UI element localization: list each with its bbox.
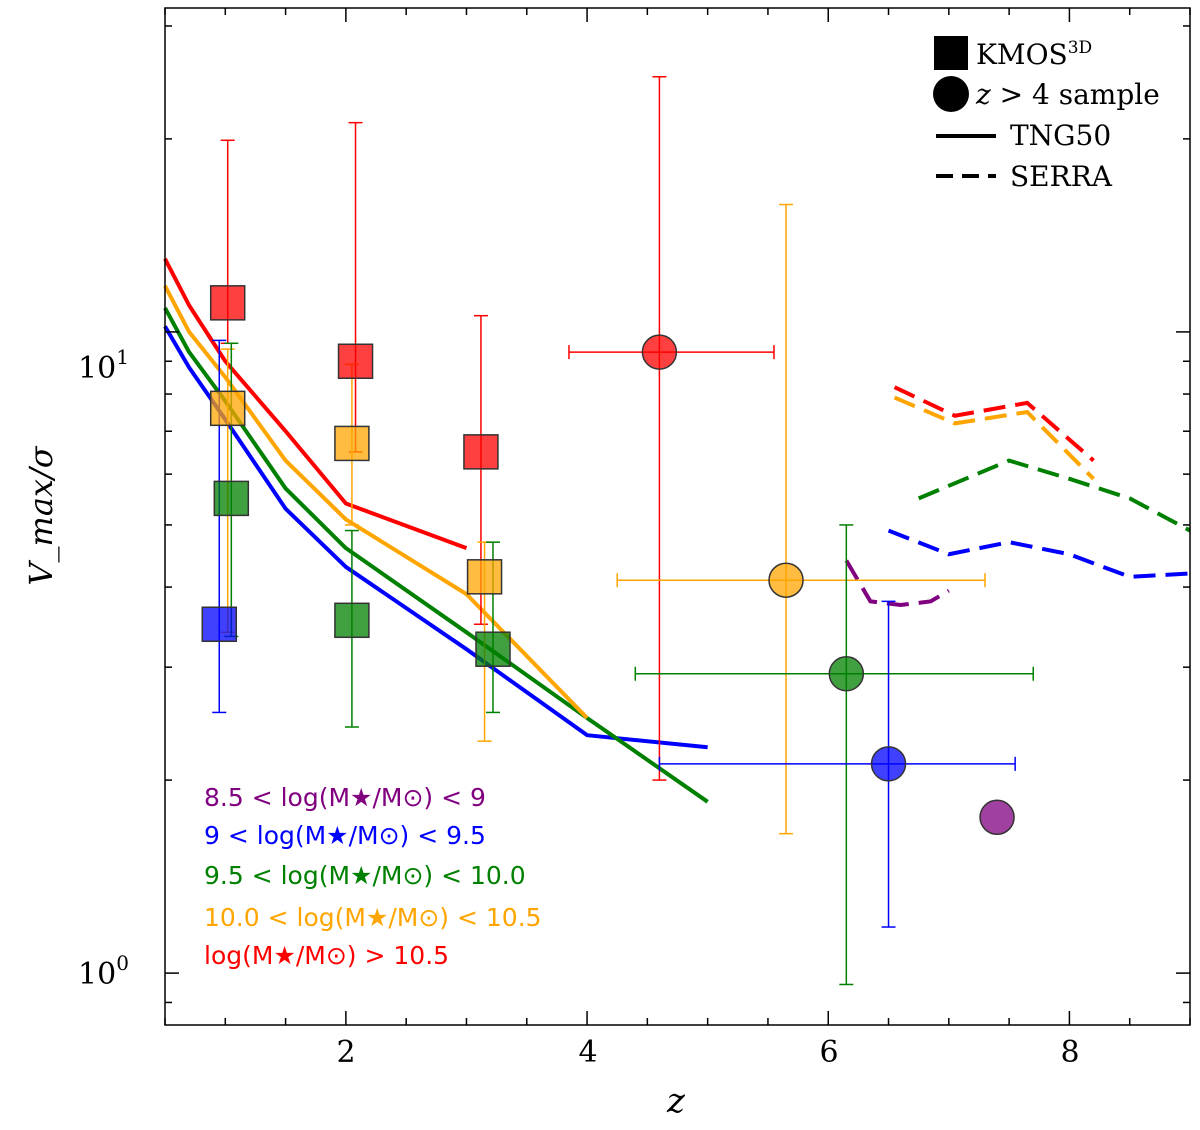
tng50-line-m3 bbox=[163, 306, 709, 804]
kmos3d-point-m4 bbox=[334, 425, 370, 462]
legend-highz-var: z bbox=[975, 78, 991, 111]
highz-point-m1 bbox=[979, 799, 1015, 836]
legend-kmos-text: KMOS bbox=[976, 38, 1068, 71]
legend-kmos-marker bbox=[934, 36, 968, 70]
mass-bin-label-m5: log(M★/M⊙) > 10.5 bbox=[204, 941, 449, 970]
x-tick-label-4: 4 bbox=[578, 1035, 597, 1070]
serra-line-m5 bbox=[893, 385, 1095, 463]
serra-line-m2 bbox=[887, 528, 1191, 579]
legend-kmos-superscript: 3D bbox=[1068, 38, 1092, 58]
kmos3d-point-m4 bbox=[209, 390, 246, 427]
tng50-line-m5 bbox=[163, 257, 468, 551]
highz-point-m2 bbox=[870, 746, 907, 782]
x-tick-label-2: 2 bbox=[336, 1035, 355, 1070]
serra-line-m4 bbox=[893, 395, 1095, 481]
legend-highz-marker bbox=[933, 76, 969, 112]
axes-frame bbox=[164, 7, 1191, 1026]
highz-point-m4 bbox=[768, 562, 804, 598]
legend-highz-text: sample bbox=[1050, 78, 1160, 111]
plot-area bbox=[163, 75, 1191, 986]
kmos3d-point-m3 bbox=[334, 602, 370, 639]
kmos3d-point-m2 bbox=[201, 606, 238, 643]
mass-bin-label-m3: 9.5 < log(M★/M⊙) < 10.0 bbox=[204, 861, 526, 890]
tng50-line-m4 bbox=[163, 284, 589, 720]
highz-point-m5 bbox=[641, 334, 678, 370]
y-tick-label-10-base: 10 bbox=[78, 351, 116, 386]
mass-bin-label-m1: 8.5 < log(M★/M⊙) < 9 bbox=[204, 783, 486, 812]
mass-bin-legend: 8.5 < log(M★/M⊙) < 9 9 < log(M★/M⊙) < 9.… bbox=[204, 783, 542, 970]
kmos3d-point-m5 bbox=[209, 285, 246, 321]
serra-line-m1 bbox=[844, 559, 950, 608]
y-tick-label-1-exp: 0 bbox=[116, 951, 129, 975]
axis-ticks bbox=[164, 8, 1191, 1025]
y-tick-label-1-base: 10 bbox=[78, 957, 116, 992]
kmos3d-point-m4 bbox=[466, 559, 503, 595]
legend-highz-label: z > 4 sample bbox=[975, 78, 1160, 111]
x-axis-label: z bbox=[666, 1081, 686, 1121]
x-tick-label-8: 8 bbox=[1060, 1035, 1079, 1070]
highz-point-m3 bbox=[828, 656, 865, 692]
y-axis-label: V_max/σ bbox=[22, 445, 60, 585]
tng50-line-m2 bbox=[163, 325, 708, 750]
y-tick-label-1: 100 bbox=[78, 951, 129, 992]
x-tick-label-6: 6 bbox=[819, 1035, 838, 1070]
legend-kmos-label: KMOS3D bbox=[976, 38, 1092, 71]
y-tick-label-10: 101 bbox=[78, 345, 129, 386]
legend-serra-label: SERRA bbox=[1010, 160, 1113, 193]
mass-bin-label-m4: 10.0 < log(M★/M⊙) < 10.5 bbox=[204, 903, 542, 932]
legend: KMOS3D z > 4 sample TNG50 SERRA bbox=[933, 36, 1160, 193]
kmos3d-point-m3 bbox=[475, 631, 511, 667]
kmos3d-point-m3 bbox=[213, 480, 250, 517]
mass-bin-label-m2: 9 < log(M★/M⊙) < 9.5 bbox=[204, 821, 486, 850]
y-tick-label-10-exp: 1 bbox=[116, 345, 129, 369]
serra-line-m3 bbox=[917, 458, 1191, 533]
kmos3d-point-m5 bbox=[337, 343, 374, 379]
legend-highz-op: > 4 bbox=[991, 78, 1050, 111]
kmos3d-point-m5 bbox=[463, 434, 499, 470]
legend-tng-label: TNG50 bbox=[1010, 119, 1111, 152]
